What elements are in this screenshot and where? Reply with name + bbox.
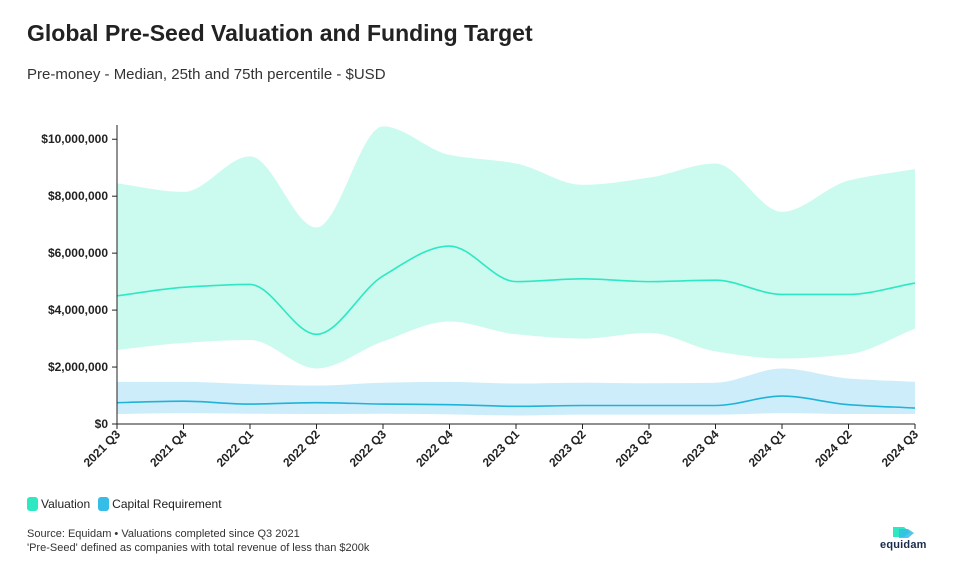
y-tick-label: $8,000,000 [48, 189, 108, 203]
legend-swatch-valuation [27, 497, 38, 511]
source-line: Source: Equidam • Valuations completed s… [27, 528, 300, 540]
x-tick-label: 2024 Q3 [879, 427, 922, 470]
legend-label-capital-requirement: Capital Requirement [112, 497, 222, 511]
x-tick-label: 2021 Q4 [147, 427, 190, 470]
chart-area: $0 $2,000,000 $4,000,000 $6,000,000 $8,000,0… [41, 125, 922, 470]
equidam-logo: equidam [880, 524, 932, 554]
y-tick-label: $10,000,000 [41, 132, 108, 146]
x-tick-label: 2022 Q3 [347, 427, 390, 470]
y-tick-label: $0 [95, 417, 109, 431]
x-tick-label: 2023 Q1 [480, 427, 523, 470]
source-note: Source: Equidam • Valuations completed s… [27, 527, 369, 555]
x-tick-label: 2023 Q2 [546, 427, 589, 470]
y-tick-label: $4,000,000 [48, 303, 108, 317]
chart-title: Global Pre-Seed Valuation and Funding Ta… [27, 20, 533, 46]
legend-item-capital-requirement[interactable]: Capital Requirement [98, 497, 222, 511]
y-tick-label: $6,000,000 [48, 246, 108, 260]
median-line-capital-requirement [116, 395, 916, 409]
x-tick-label: 2023 Q4 [679, 427, 722, 470]
x-tick-label: 2021 Q3 [81, 427, 124, 470]
legend: Valuation Capital Requirement [27, 497, 222, 511]
x-tick-label: 2024 Q2 [812, 427, 855, 470]
logo-mark-icon [893, 527, 914, 538]
definition-line: 'Pre-Seed' defined as companies with tot… [27, 542, 370, 554]
band-capital-requirement [117, 368, 915, 416]
x-tick-label: 2022 Q1 [214, 427, 257, 470]
logo-text: equidam [880, 539, 927, 551]
legend-label-valuation: Valuation [41, 497, 91, 511]
x-tick-label: 2024 Q1 [746, 427, 789, 470]
x-tick-label: 2022 Q4 [413, 427, 456, 470]
y-tick-label: $2,000,000 [48, 360, 108, 374]
legend-item-valuation[interactable]: Valuation [27, 497, 90, 511]
chart-subtitle: Pre-money - Median, 25th and 75th percen… [27, 66, 386, 83]
legend-swatch-capital-requirement [98, 497, 110, 511]
median-line-valuation [116, 245, 916, 336]
x-tick-label: 2023 Q3 [613, 427, 656, 470]
x-tick-label: 2022 Q2 [280, 427, 323, 470]
band-valuation [117, 126, 915, 369]
